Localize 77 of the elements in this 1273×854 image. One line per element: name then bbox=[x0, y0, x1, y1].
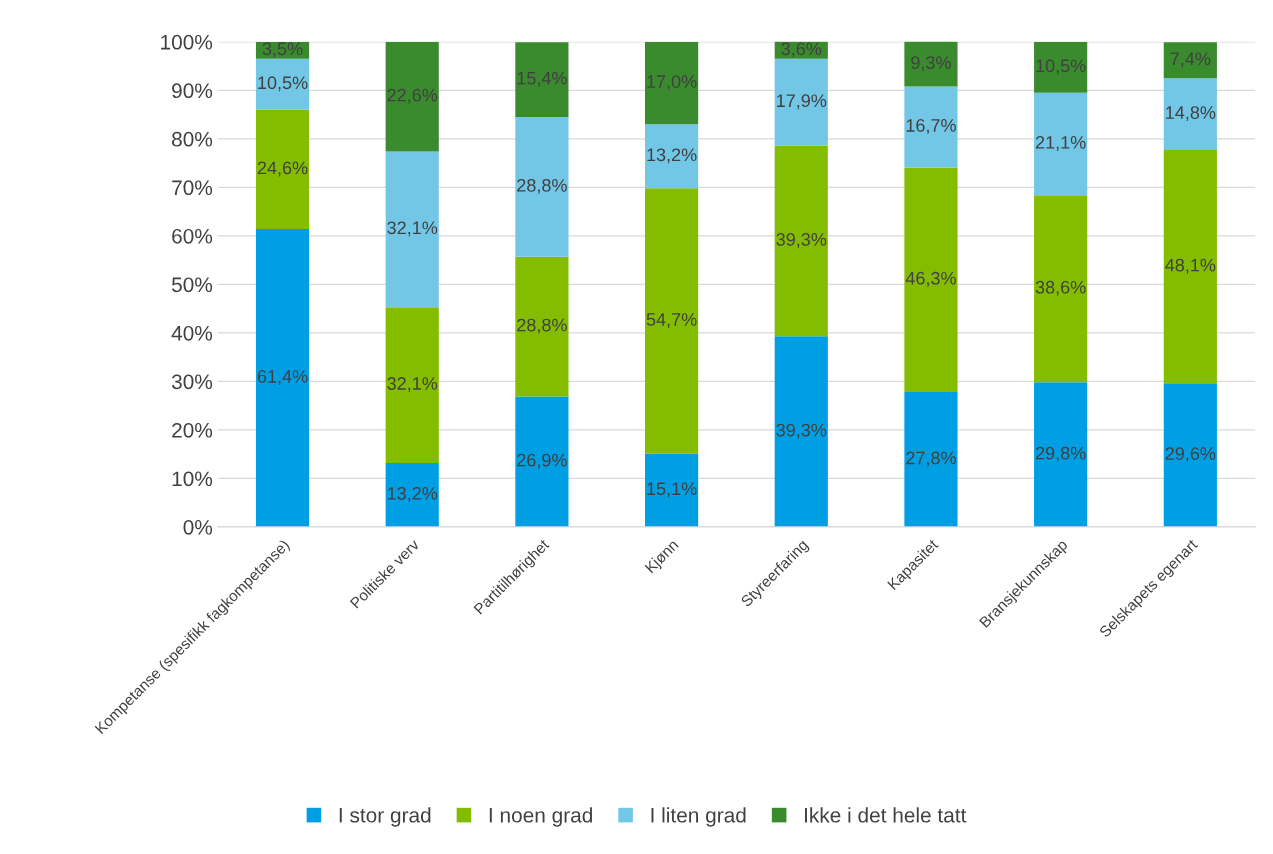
bar bbox=[515, 42, 569, 118]
bar bbox=[385, 151, 439, 308]
data-label: 28,8% bbox=[517, 318, 567, 334]
bar bbox=[645, 188, 699, 454]
y-tick-label: 100% bbox=[161, 34, 213, 50]
y-tick-label: 50% bbox=[171, 277, 213, 293]
data-label: 7,4% bbox=[1170, 52, 1211, 68]
data-label: 46,3% bbox=[905, 271, 956, 287]
data-label: 17,9% bbox=[777, 94, 827, 110]
bar bbox=[1163, 150, 1217, 384]
data-label: 48,1% bbox=[1165, 258, 1216, 274]
data-label: 61,4% bbox=[257, 370, 308, 385]
y-tick-label: 0% bbox=[183, 519, 213, 535]
data-label: 27,8% bbox=[906, 451, 956, 467]
y-tick-label: 80% bbox=[172, 131, 213, 147]
data-label: 15,1% bbox=[647, 482, 697, 498]
bar bbox=[255, 229, 310, 527]
y-tick-label: 30% bbox=[171, 374, 213, 390]
bar bbox=[385, 41, 439, 152]
bar bbox=[515, 117, 569, 257]
bar bbox=[1034, 92, 1088, 196]
bar bbox=[1034, 382, 1088, 527]
bar bbox=[1163, 78, 1217, 151]
bar bbox=[904, 86, 958, 168]
data-label: 54,7% bbox=[646, 313, 697, 328]
y-tick-label: 90% bbox=[172, 83, 213, 99]
data-label: 10,5% bbox=[1036, 59, 1086, 75]
data-label: 16,7% bbox=[906, 119, 956, 134]
y-tick-label: 70% bbox=[172, 180, 213, 196]
data-label: 32,1% bbox=[387, 377, 438, 393]
bar bbox=[255, 109, 310, 230]
y-tick-label: 10% bbox=[172, 471, 213, 487]
data-label: 22,6% bbox=[387, 88, 438, 104]
data-label: 13,2% bbox=[387, 486, 438, 502]
bar bbox=[1034, 195, 1088, 383]
bar bbox=[774, 336, 828, 527]
y-tick-label: 60% bbox=[172, 228, 213, 244]
data-label: 32,1% bbox=[387, 221, 438, 237]
bar bbox=[385, 307, 439, 463]
bar bbox=[1034, 41, 1088, 93]
legend-label: Ikke i det hele tatt bbox=[805, 807, 967, 823]
bar bbox=[1163, 42, 1217, 79]
bar bbox=[645, 124, 699, 189]
data-label: 3,6% bbox=[781, 42, 822, 58]
bar bbox=[774, 145, 828, 337]
data-label: 29,8% bbox=[1035, 446, 1086, 462]
data-label: 28,8% bbox=[517, 178, 567, 194]
legend-label: I stor grad bbox=[339, 807, 431, 827]
bar bbox=[645, 41, 699, 125]
legend-label: I liten grad bbox=[651, 807, 746, 827]
data-label: 10,5% bbox=[258, 76, 308, 92]
bar bbox=[904, 41, 958, 87]
bar bbox=[904, 392, 958, 527]
data-label: 39,3% bbox=[776, 233, 827, 248]
data-label: 29,6% bbox=[1165, 447, 1216, 463]
bar bbox=[515, 256, 569, 397]
data-label: 15,4% bbox=[517, 71, 567, 87]
bar bbox=[515, 396, 569, 527]
bar bbox=[255, 58, 310, 110]
bar bbox=[385, 462, 439, 527]
data-label: 14,8% bbox=[1166, 106, 1216, 122]
bar bbox=[904, 167, 958, 393]
bar bbox=[1163, 383, 1217, 527]
legend-label: I noen grad bbox=[489, 807, 592, 827]
data-label: 17,0% bbox=[647, 75, 697, 91]
data-label: 26,9% bbox=[517, 453, 567, 469]
data-label: 38,6% bbox=[1035, 280, 1086, 296]
bar bbox=[774, 58, 828, 146]
data-label: 9,3% bbox=[911, 56, 951, 72]
bar bbox=[645, 453, 699, 527]
data-label: 3,5% bbox=[262, 42, 303, 58]
y-tick-label: 20% bbox=[172, 422, 213, 438]
y-tick-label: 40% bbox=[171, 325, 213, 341]
data-label: 39,3% bbox=[776, 423, 827, 439]
data-label: 13,2% bbox=[647, 148, 697, 164]
data-label: 24,6% bbox=[257, 161, 308, 177]
data-label: 21,1% bbox=[1035, 136, 1086, 151]
